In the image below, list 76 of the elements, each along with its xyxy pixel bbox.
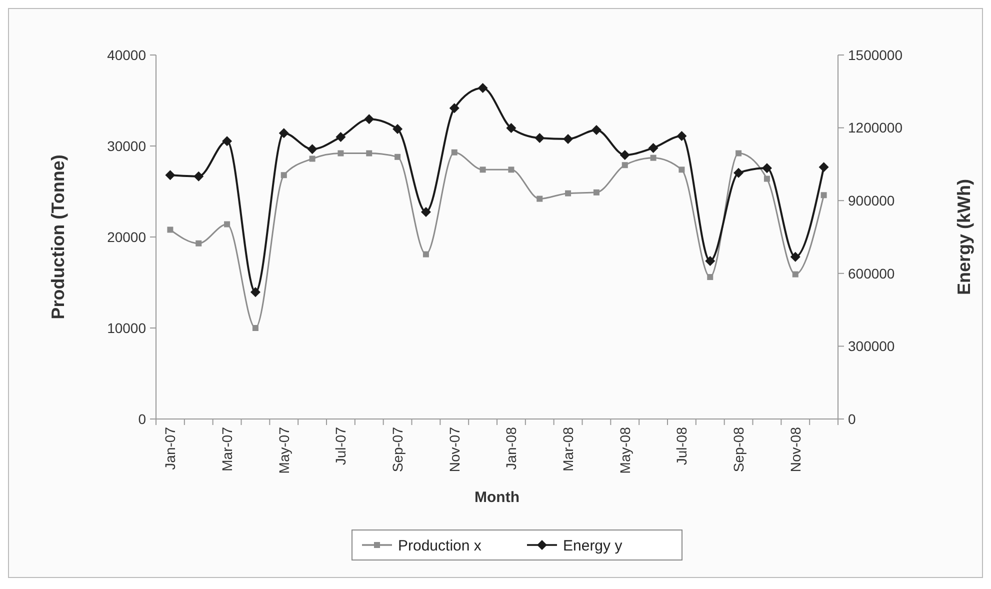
point — [622, 162, 628, 168]
point — [394, 154, 401, 160]
y-tick-label: 10000 — [107, 320, 146, 336]
point — [818, 162, 829, 172]
point — [280, 172, 287, 178]
point — [420, 207, 431, 218]
x-tick-label: May-08 — [616, 426, 633, 474]
x-tick-label: Jul-08 — [674, 426, 690, 466]
point — [480, 166, 486, 173]
point — [194, 171, 204, 182]
x-axis-title: Month — [474, 489, 520, 506]
point — [678, 166, 685, 173]
point — [165, 170, 176, 180]
point — [764, 176, 770, 182]
point — [620, 150, 630, 160]
point — [278, 128, 289, 138]
point — [366, 150, 372, 156]
point — [790, 252, 800, 262]
x-tick-label: Mar-08 — [560, 426, 576, 472]
x-tick-label: Nov-08 — [787, 426, 804, 472]
point — [650, 154, 656, 161]
point — [449, 103, 460, 114]
point — [307, 144, 318, 154]
point — [508, 166, 514, 173]
point — [762, 163, 772, 174]
legend-label: Energy y — [563, 537, 623, 554]
y2-tick-label: 300000 — [848, 338, 895, 354]
x-tick-label: Jan-07 — [162, 426, 178, 470]
point — [336, 132, 346, 142]
point — [196, 240, 202, 246]
point — [563, 134, 574, 144]
y-tick-label: 30000 — [107, 138, 146, 154]
y2-tick-label: 900000 — [848, 192, 895, 208]
point — [252, 325, 258, 331]
point — [224, 221, 230, 228]
x-tick-label: Jul-07 — [332, 426, 349, 466]
y-tick-label: 20000 — [107, 228, 146, 245]
point — [565, 190, 572, 196]
point — [820, 192, 827, 198]
point — [734, 168, 744, 178]
point — [648, 142, 658, 153]
y-axis-title: Production (Tonne) — [48, 154, 68, 320]
x-tick-label: Sep-08 — [730, 426, 746, 472]
point — [309, 156, 316, 162]
point — [392, 124, 403, 134]
x-tick-label: Jan-08 — [503, 426, 520, 470]
point — [338, 150, 344, 156]
point — [364, 114, 374, 124]
point — [222, 136, 232, 146]
point — [478, 83, 488, 94]
point — [707, 274, 714, 280]
y-tick-label: 40000 — [107, 46, 146, 63]
point — [736, 150, 742, 156]
point — [451, 149, 458, 156]
y-tick-label: 0 — [138, 410, 146, 427]
point — [593, 189, 600, 196]
y2-tick-label: 0 — [848, 410, 856, 427]
y2-axis-title: Energy (kWh) — [954, 178, 974, 296]
point — [676, 131, 687, 142]
legend-label: Production x — [398, 537, 482, 554]
point — [534, 132, 545, 143]
point — [536, 196, 543, 202]
point — [792, 271, 798, 278]
point — [167, 226, 174, 233]
x-tick-label: Nov-07 — [446, 426, 462, 472]
point — [591, 124, 602, 135]
point — [506, 123, 516, 134]
x-tick-label: Sep-07 — [389, 426, 406, 472]
point — [250, 287, 260, 298]
y2-tick-label: 1500000 — [848, 46, 903, 63]
y2-tick-label: 1200000 — [848, 120, 903, 136]
x-tick-label: Mar-07 — [218, 426, 235, 472]
x-tick-label: May-07 — [276, 426, 292, 474]
point — [705, 256, 716, 266]
point — [422, 251, 429, 258]
y2-tick-label: 600000 — [848, 265, 895, 282]
